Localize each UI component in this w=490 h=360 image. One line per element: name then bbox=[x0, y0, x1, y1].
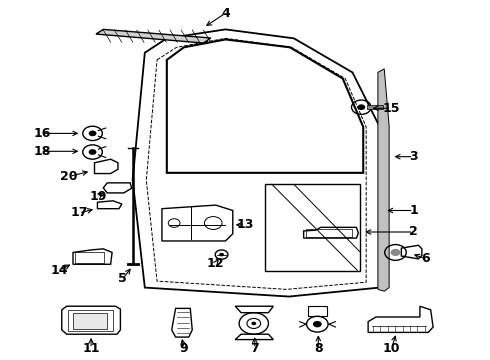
Text: 6: 6 bbox=[421, 252, 430, 265]
Text: 19: 19 bbox=[90, 190, 107, 203]
Circle shape bbox=[89, 131, 97, 136]
Bar bbox=[306, 229, 352, 237]
Text: 13: 13 bbox=[236, 218, 254, 231]
Circle shape bbox=[357, 104, 365, 110]
Text: 2: 2 bbox=[409, 225, 418, 238]
Text: 15: 15 bbox=[383, 102, 400, 115]
Bar bbox=[367, 105, 383, 109]
Polygon shape bbox=[96, 30, 211, 43]
Text: 20: 20 bbox=[60, 170, 78, 183]
Circle shape bbox=[313, 321, 322, 327]
Circle shape bbox=[89, 149, 97, 155]
Circle shape bbox=[251, 321, 256, 325]
Text: 18: 18 bbox=[33, 145, 51, 158]
Text: 4: 4 bbox=[221, 7, 230, 20]
Text: 8: 8 bbox=[314, 342, 322, 355]
Bar bbox=[75, 252, 104, 263]
Text: 10: 10 bbox=[383, 342, 400, 355]
Text: 16: 16 bbox=[33, 127, 51, 140]
Text: 9: 9 bbox=[180, 342, 188, 355]
Circle shape bbox=[391, 249, 400, 256]
Text: 14: 14 bbox=[50, 264, 68, 277]
Bar bbox=[308, 306, 327, 316]
Text: 1: 1 bbox=[409, 204, 418, 217]
Text: 3: 3 bbox=[409, 150, 418, 163]
Text: 5: 5 bbox=[119, 272, 127, 285]
Text: 17: 17 bbox=[70, 207, 88, 220]
Circle shape bbox=[219, 253, 224, 256]
Text: 7: 7 bbox=[250, 342, 259, 355]
Text: 11: 11 bbox=[82, 342, 100, 355]
Polygon shape bbox=[378, 69, 389, 291]
Text: 12: 12 bbox=[207, 257, 224, 270]
Bar bbox=[68, 310, 113, 331]
Bar bbox=[73, 313, 107, 329]
